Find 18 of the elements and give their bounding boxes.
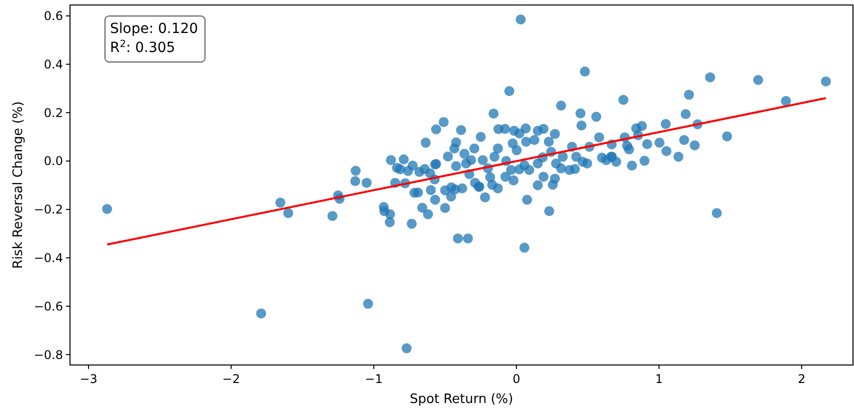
annotation: Slope: 0.120 — [110, 21, 198, 37]
x-tick-label: 2 — [798, 372, 806, 386]
x-axis-title: Spot Return (%) — [410, 392, 514, 407]
x-tick-label: −3 — [80, 372, 98, 386]
y-tick-label: −0.4 — [34, 251, 63, 266]
y-tick-label: −0.8 — [34, 348, 63, 362]
x-tick-label: −1 — [364, 372, 383, 386]
x-tick-label: −2 — [222, 372, 240, 386]
y-tick-label: 0.2 — [44, 106, 63, 120]
y-tick-label: 0.4 — [44, 57, 63, 72]
y-tick-label: 0.0 — [44, 154, 63, 168]
x-tick-label: 1 — [655, 372, 663, 386]
y-tick-label: −0.2 — [34, 202, 63, 217]
y-tick-label: 0.6 — [44, 9, 63, 24]
annotation: R$^{2}$: 0.305 — [110, 38, 176, 56]
x-tick-label: 0 — [512, 372, 520, 386]
y-tick-label: −0.6 — [34, 299, 63, 314]
y-axis-title: Risk Reversal Change (%) — [11, 101, 26, 269]
